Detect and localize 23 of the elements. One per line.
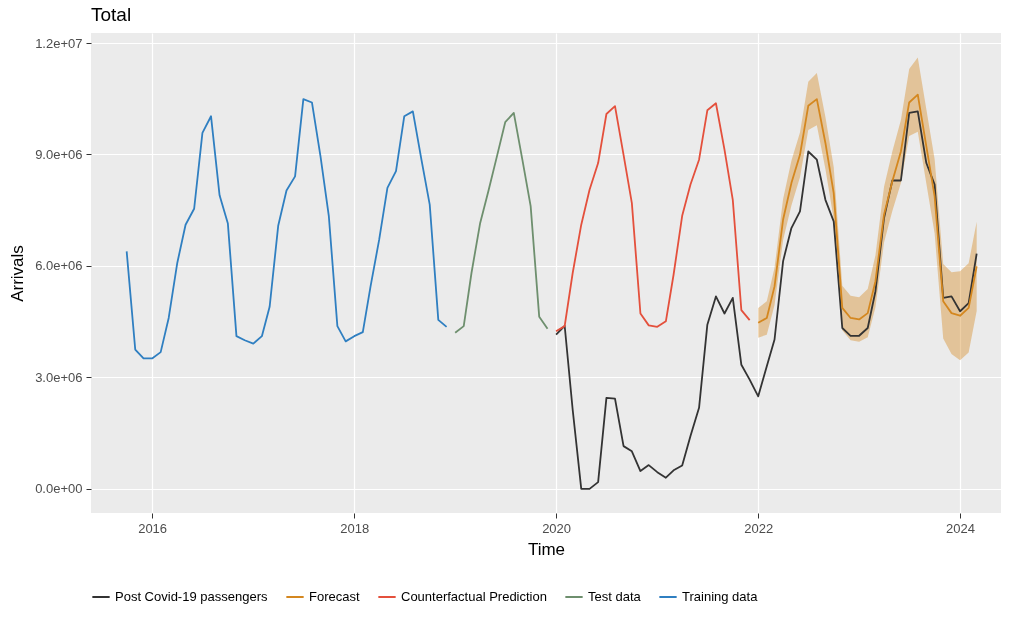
line-series: [555, 110, 978, 490]
legend-label: Forecast: [309, 589, 360, 604]
legend-label: Training data: [682, 589, 759, 604]
line-series: [454, 111, 549, 334]
x-axis-title: Time: [527, 539, 566, 559]
x-tick-label: 2018: [340, 520, 370, 536]
legend-label: Counterfactual Prediction: [401, 589, 547, 604]
legend-label: Test data: [588, 589, 642, 604]
legend-label: Post Covid-19 passengers: [115, 589, 268, 604]
y-tick-label: 1.2e+07: [35, 35, 83, 51]
y-tick-label: 0.0e+00: [35, 481, 83, 497]
line-series: [757, 93, 978, 324]
chart-title: Total: [91, 4, 132, 25]
x-tick-label: 2020: [542, 520, 572, 536]
x-tick-label: 2024: [946, 520, 976, 536]
x-tick-label: 2016: [138, 520, 168, 536]
y-tick-label: 3.0e+06: [35, 369, 83, 385]
y-tick-label: 9.0e+06: [35, 146, 83, 162]
y-tick-label: 6.0e+06: [35, 258, 83, 274]
x-tick-label: 2022: [744, 520, 774, 536]
line-series: [555, 102, 751, 333]
y-axis-title: Arrivals: [8, 245, 28, 302]
line-series: [125, 98, 448, 360]
